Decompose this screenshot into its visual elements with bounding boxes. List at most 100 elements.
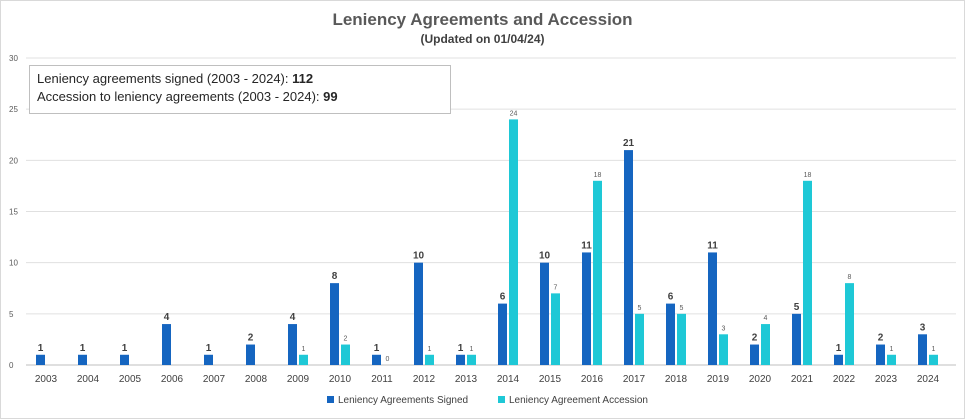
- data-label-accession: 1: [932, 346, 936, 353]
- bar-accession: [299, 354, 308, 365]
- data-label-signed: 2: [248, 333, 254, 344]
- bar-signed: [36, 354, 45, 365]
- data-label-signed: 3: [920, 322, 926, 333]
- data-label-signed: 11: [707, 240, 718, 251]
- bar-accession: [803, 180, 812, 365]
- data-label-signed: 1: [122, 343, 128, 354]
- data-label-accession: 3: [722, 325, 726, 332]
- x-tick-label: 2024: [917, 374, 940, 385]
- x-tick-label: 2003: [35, 374, 58, 385]
- data-label-accession: 1: [302, 346, 306, 353]
- bar-accession: [551, 293, 560, 365]
- y-tick-label: 25: [9, 105, 18, 114]
- bar-accession: [467, 354, 476, 365]
- bar-accession: [341, 344, 350, 365]
- data-label-signed: 8: [332, 271, 338, 282]
- data-label-signed: 1: [38, 343, 44, 354]
- bar-signed: [372, 354, 381, 365]
- bar-signed: [750, 344, 759, 365]
- bar-signed: [666, 303, 675, 365]
- x-tick-label: 2010: [329, 374, 352, 385]
- legend-label: Leniency Agreements Signed: [338, 395, 468, 406]
- bar-signed: [330, 283, 339, 365]
- bar-signed: [414, 262, 423, 365]
- data-label-signed: 1: [206, 343, 212, 354]
- data-label-signed: 10: [413, 251, 425, 262]
- bar-signed: [582, 252, 591, 365]
- legend-swatch: [498, 396, 505, 403]
- data-label-accession: 2: [344, 336, 348, 343]
- data-label-signed: 1: [836, 343, 842, 354]
- x-tick-label: 2005: [119, 374, 142, 385]
- data-label-accession: 8: [848, 274, 852, 281]
- data-label-signed: 2: [752, 333, 758, 344]
- data-label-signed: 6: [668, 292, 674, 303]
- bar-accession: [761, 324, 770, 365]
- x-tick-label: 2017: [623, 374, 646, 385]
- signed-total-value: 112: [292, 71, 314, 86]
- data-label-signed: 2: [878, 333, 884, 344]
- data-label-accession: 18: [594, 172, 602, 179]
- x-tick-label: 2014: [497, 374, 520, 385]
- chart-subtitle: (Updated on 01/04/24): [420, 32, 545, 46]
- x-tick-label: 2008: [245, 374, 268, 385]
- bar-accession: [887, 354, 896, 365]
- bar-signed: [624, 150, 633, 365]
- data-label-accession: 1: [428, 346, 432, 353]
- data-label-accession: 0: [386, 356, 390, 363]
- signed-total-label: Leniency agreements signed (2003 - 2024)…: [37, 71, 293, 86]
- data-label-accession: 18: [804, 172, 812, 179]
- data-label-signed: 21: [623, 138, 635, 149]
- bar-signed: [918, 334, 927, 365]
- legend-swatch: [327, 396, 334, 403]
- x-tick-label: 2007: [203, 374, 226, 385]
- data-label-signed: 4: [290, 312, 296, 323]
- y-tick-label: 0: [9, 361, 14, 370]
- y-tick-label: 20: [9, 156, 18, 165]
- data-label-signed: 10: [539, 251, 551, 262]
- x-tick-label: 2016: [581, 374, 604, 385]
- x-tick-label: 2009: [287, 374, 310, 385]
- data-label-accession: 5: [638, 305, 642, 312]
- y-tick-label: 30: [9, 54, 18, 63]
- bar-signed: [456, 354, 465, 365]
- data-label-accession: 24: [510, 110, 518, 117]
- x-tick-label: 2021: [791, 374, 814, 385]
- y-tick-label: 15: [9, 208, 18, 217]
- bar-signed: [540, 262, 549, 365]
- legend-label: Leniency Agreement Accession: [509, 395, 648, 406]
- data-label-signed: 5: [794, 302, 800, 313]
- y-tick-label: 5: [9, 310, 14, 319]
- data-label-accession: 7: [554, 284, 558, 291]
- bar-accession: [509, 119, 518, 366]
- data-label-accession: 1: [890, 346, 894, 353]
- bar-signed: [876, 344, 885, 365]
- data-label-accession: 5: [680, 305, 684, 312]
- x-tick-label: 2011: [371, 374, 393, 385]
- x-tick-label: 2012: [413, 374, 436, 385]
- x-tick-label: 2019: [707, 374, 730, 385]
- data-label-signed: 11: [581, 240, 592, 251]
- data-label-signed: 1: [80, 343, 86, 354]
- bar-accession: [677, 313, 686, 365]
- bar-signed: [246, 344, 255, 365]
- data-label-signed: 6: [500, 292, 506, 303]
- bar-signed: [204, 354, 213, 365]
- x-tick-label: 2020: [749, 374, 772, 385]
- x-tick-label: 2013: [455, 374, 478, 385]
- bar-signed: [708, 252, 717, 365]
- x-tick-label: 2022: [833, 374, 856, 385]
- bar-accession: [425, 354, 434, 365]
- x-tick-label: 2015: [539, 374, 562, 385]
- bar-accession: [635, 313, 644, 365]
- bar-signed: [162, 324, 171, 365]
- bar-accession: [593, 180, 602, 365]
- bar-signed: [120, 354, 129, 365]
- x-tick-label: 2004: [77, 374, 100, 385]
- bar-signed: [834, 354, 843, 365]
- bar-signed: [498, 303, 507, 365]
- bar-signed: [792, 313, 801, 365]
- x-tick-label: 2018: [665, 374, 688, 385]
